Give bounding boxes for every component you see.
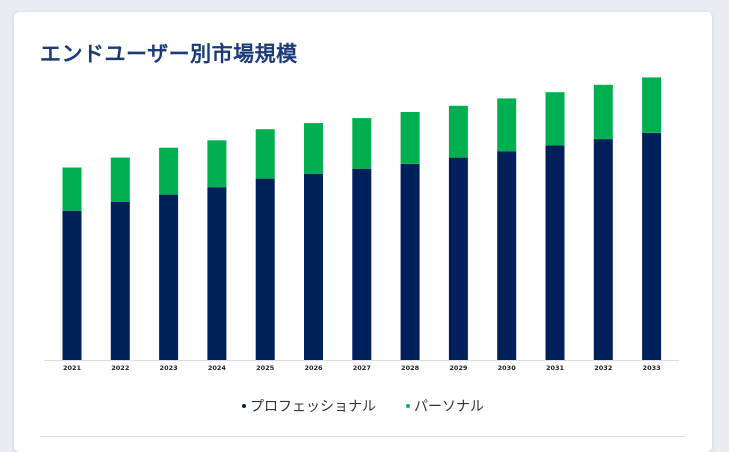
x-tick-label: 2023 xyxy=(160,364,178,372)
x-tick-label: 2032 xyxy=(594,364,612,372)
bar-segment-personal-2022 xyxy=(110,157,130,202)
bar-segment-professional-2023 xyxy=(159,194,179,360)
bar-segment-personal-2033 xyxy=(642,77,662,133)
bar-segment-personal-2032 xyxy=(593,84,613,140)
bar-segment-personal-2024 xyxy=(207,140,227,188)
bar-segment-personal-2030 xyxy=(497,98,517,152)
bar-segment-personal-2029 xyxy=(448,105,468,158)
x-tick-label: 2029 xyxy=(449,364,468,372)
legend-label: パーソナル xyxy=(414,399,484,415)
x-axis-tick-labels: 2021 2022 2023 2024 2025 2026 2027 2028 2029 2030… xyxy=(63,364,661,372)
bar-segment-personal-2027 xyxy=(352,118,372,169)
page-title: エンドユーザー別市場規模 xyxy=(40,42,298,66)
bar-segment-professional-2031 xyxy=(545,145,565,360)
x-tick-label: 2030 xyxy=(498,364,517,372)
bar-segment-personal-2031 xyxy=(545,92,565,146)
stacked-bar-chart: 2021 2022 2023 2024 2025 2026 2027 2028 2029 2030… xyxy=(44,77,679,372)
bar-segment-professional-2030 xyxy=(497,151,517,360)
legend-label: プロフェッショナル xyxy=(250,399,376,415)
bar-segment-personal-2025 xyxy=(255,129,275,179)
bar-segment-professional-2025 xyxy=(255,178,275,360)
bar-segment-professional-2032 xyxy=(593,139,613,360)
bar-segment-personal-2021 xyxy=(62,167,82,211)
divider xyxy=(40,436,686,437)
x-tick-label: 2024 xyxy=(208,364,227,372)
bar-segment-professional-2024 xyxy=(207,187,227,360)
legend-bullet-icon xyxy=(406,404,410,408)
legend-bullet-icon xyxy=(242,404,246,408)
legend-item-professional[interactable]: プロフェッショナル xyxy=(242,396,376,416)
x-tick-label: 2028 xyxy=(401,364,420,372)
chart-legend: プロフェッショナル パーソナル xyxy=(14,396,712,416)
chart-card: エンドユーザー別市場規模 2021 2022 2023 2024 2025 2026 202… xyxy=(14,12,712,452)
bar-segment-professional-2028 xyxy=(400,163,420,360)
x-tick-label: 2021 xyxy=(63,364,82,372)
bar-segment-personal-2028 xyxy=(400,112,420,164)
x-tick-label: 2026 xyxy=(304,364,323,372)
x-tick-label: 2033 xyxy=(643,364,661,372)
bar-segment-professional-2027 xyxy=(352,168,372,360)
x-tick-label: 2027 xyxy=(353,364,371,372)
bar-segment-professional-2021 xyxy=(62,210,82,360)
bar-segment-personal-2023 xyxy=(159,147,179,195)
x-tick-label: 2025 xyxy=(256,364,275,372)
legend-item-personal[interactable]: パーソナル xyxy=(406,396,484,416)
x-tick-label: 2022 xyxy=(111,364,129,372)
bar-segment-professional-2026 xyxy=(304,173,323,360)
bar-segment-personal-2026 xyxy=(304,123,323,174)
chart-bars xyxy=(62,77,662,360)
bar-segment-professional-2022 xyxy=(110,202,130,360)
bar-segment-professional-2033 xyxy=(642,132,662,360)
x-tick-label: 2031 xyxy=(546,364,565,372)
bar-segment-professional-2029 xyxy=(448,157,468,360)
